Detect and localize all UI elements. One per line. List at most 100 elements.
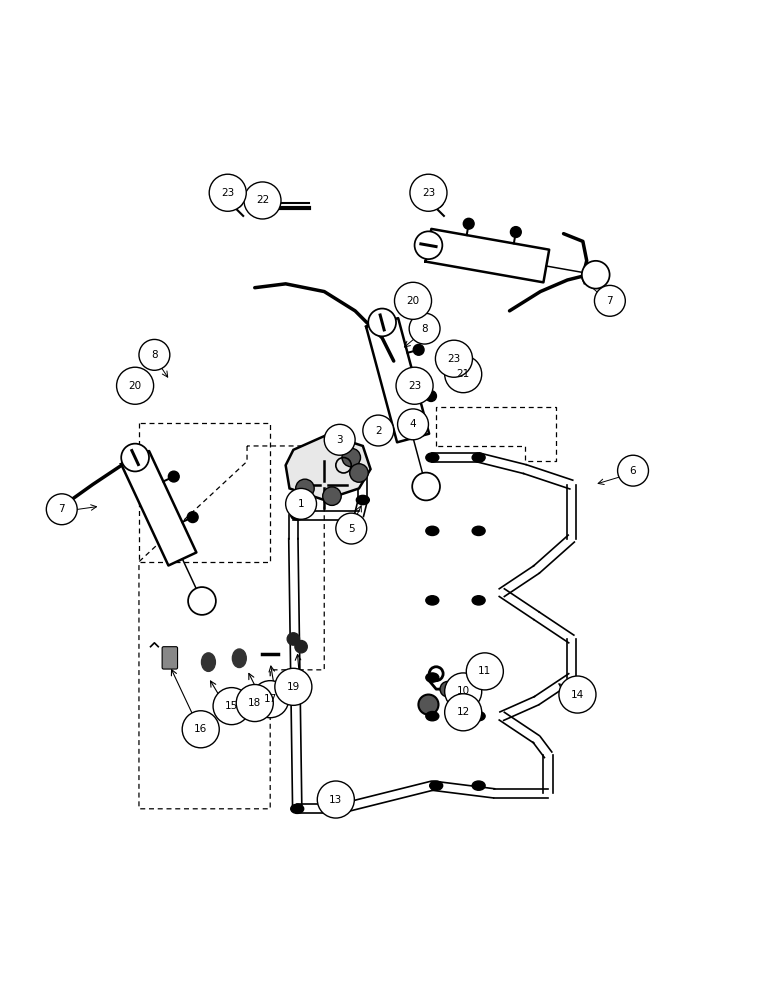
Text: 13: 13 — [329, 795, 343, 805]
Circle shape — [510, 227, 521, 237]
Circle shape — [559, 676, 596, 713]
Circle shape — [46, 494, 77, 525]
Text: 23: 23 — [221, 188, 235, 198]
Text: 11: 11 — [478, 666, 492, 676]
Text: 4: 4 — [410, 419, 416, 429]
Ellipse shape — [472, 673, 485, 682]
Circle shape — [396, 367, 433, 404]
Circle shape — [228, 193, 243, 208]
Circle shape — [462, 360, 476, 374]
Circle shape — [182, 711, 219, 748]
Polygon shape — [121, 451, 196, 566]
Text: 7: 7 — [607, 296, 613, 306]
Ellipse shape — [426, 526, 438, 536]
Text: 15: 15 — [225, 701, 239, 711]
Text: 23: 23 — [422, 188, 435, 198]
Circle shape — [435, 340, 472, 377]
Text: 6: 6 — [630, 466, 636, 476]
Ellipse shape — [430, 781, 442, 790]
Circle shape — [213, 688, 250, 725]
Text: 1: 1 — [298, 499, 304, 509]
Ellipse shape — [472, 781, 485, 790]
Circle shape — [410, 174, 447, 211]
Circle shape — [418, 695, 438, 715]
Ellipse shape — [291, 511, 303, 520]
Text: 2: 2 — [375, 426, 381, 436]
Circle shape — [350, 464, 368, 482]
Circle shape — [287, 633, 300, 645]
Ellipse shape — [334, 804, 346, 813]
Circle shape — [618, 455, 648, 486]
Polygon shape — [425, 229, 549, 282]
Ellipse shape — [426, 596, 438, 605]
Ellipse shape — [291, 804, 303, 813]
Circle shape — [411, 385, 425, 399]
Text: 20: 20 — [406, 296, 420, 306]
Circle shape — [425, 391, 436, 401]
Ellipse shape — [426, 673, 438, 682]
Text: 8: 8 — [422, 324, 428, 334]
Ellipse shape — [426, 712, 438, 721]
Circle shape — [363, 415, 394, 446]
Circle shape — [296, 479, 314, 498]
Text: 12: 12 — [456, 707, 470, 717]
Text: 14: 14 — [571, 690, 584, 700]
Text: 5: 5 — [348, 524, 354, 534]
Circle shape — [324, 424, 355, 455]
Polygon shape — [366, 318, 429, 442]
Circle shape — [188, 512, 198, 523]
Text: 19: 19 — [286, 682, 300, 692]
Ellipse shape — [357, 495, 369, 505]
Circle shape — [323, 487, 341, 505]
Circle shape — [317, 781, 354, 818]
Circle shape — [236, 685, 273, 722]
Circle shape — [428, 193, 444, 208]
Circle shape — [244, 182, 281, 219]
Text: 20: 20 — [128, 381, 142, 391]
Ellipse shape — [426, 453, 438, 462]
Circle shape — [342, 448, 361, 467]
Ellipse shape — [472, 596, 485, 605]
Circle shape — [275, 668, 312, 705]
FancyBboxPatch shape — [162, 647, 178, 669]
Circle shape — [368, 309, 396, 336]
Circle shape — [188, 587, 216, 615]
Circle shape — [336, 513, 367, 544]
Circle shape — [295, 641, 307, 653]
Circle shape — [412, 473, 440, 500]
Circle shape — [394, 282, 432, 319]
Circle shape — [139, 339, 170, 370]
Ellipse shape — [256, 208, 269, 217]
Circle shape — [121, 444, 149, 471]
Text: 16: 16 — [194, 724, 208, 734]
Circle shape — [413, 344, 424, 355]
Ellipse shape — [472, 712, 485, 721]
Text: 17: 17 — [263, 694, 277, 704]
Text: 10: 10 — [456, 686, 470, 696]
Ellipse shape — [201, 653, 215, 671]
Circle shape — [398, 409, 428, 440]
Circle shape — [445, 356, 482, 393]
Circle shape — [415, 231, 442, 259]
Text: 23: 23 — [408, 381, 422, 391]
Text: 22: 22 — [256, 195, 269, 205]
Circle shape — [409, 313, 440, 344]
Circle shape — [252, 681, 289, 718]
Text: 3: 3 — [337, 435, 343, 445]
Circle shape — [209, 174, 246, 211]
Text: 8: 8 — [151, 350, 157, 360]
Circle shape — [286, 488, 317, 519]
Text: 7: 7 — [59, 504, 65, 514]
Ellipse shape — [232, 649, 246, 668]
Circle shape — [445, 673, 482, 710]
Circle shape — [117, 367, 154, 404]
Text: 21: 21 — [456, 369, 470, 379]
Circle shape — [440, 681, 455, 697]
Circle shape — [168, 471, 179, 482]
Text: 23: 23 — [447, 354, 461, 364]
Circle shape — [466, 653, 503, 690]
Circle shape — [582, 261, 610, 289]
Text: 18: 18 — [248, 698, 262, 708]
Ellipse shape — [472, 453, 485, 462]
Ellipse shape — [472, 526, 485, 536]
